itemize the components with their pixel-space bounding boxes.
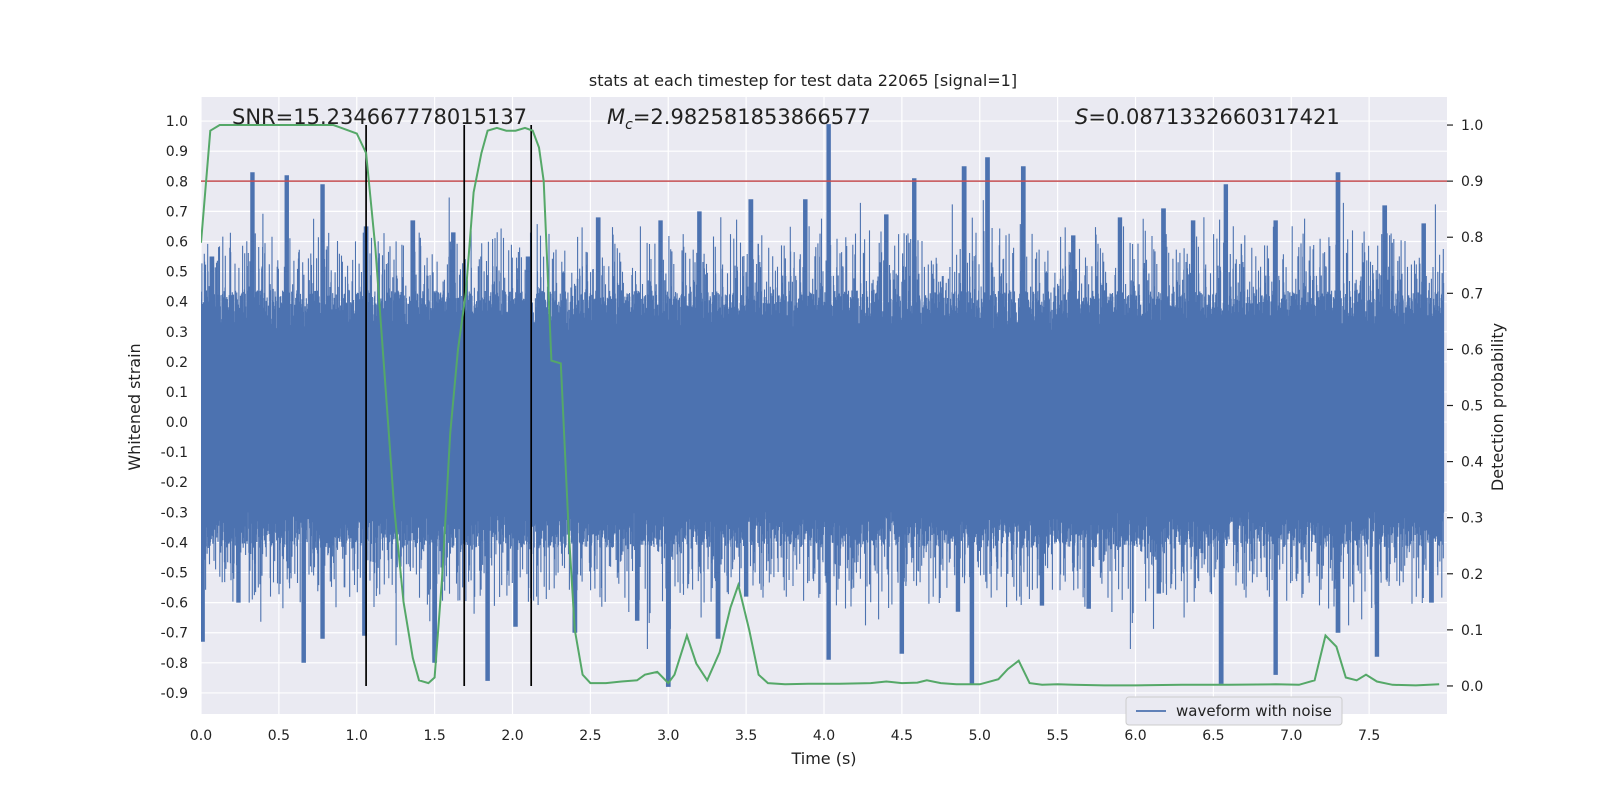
x-tick-label: 4.0 <box>813 728 835 744</box>
x-tick-label: 6.5 <box>1202 728 1224 744</box>
y2-tick-label: 0.8 <box>1461 230 1483 246</box>
x-tick-label: 1.0 <box>346 728 368 744</box>
x-tick-label: 1.5 <box>423 728 445 744</box>
y2-axis-label: Detection probability <box>1488 323 1507 491</box>
y-tick-label: 0.6 <box>166 234 188 250</box>
y-tick-label: 0.2 <box>166 355 188 371</box>
mc-annotation: Mc=2.982581853866577 <box>607 105 871 133</box>
legend-label: waveform with noise <box>1176 702 1332 720</box>
y-tick-label: -0.7 <box>161 626 188 642</box>
y-tick-label: -0.4 <box>161 535 188 551</box>
y2-tick-label: 1.0 <box>1461 118 1483 134</box>
chart-title: stats at each timestep for test data 220… <box>589 71 1017 90</box>
x-tick-label: 3.0 <box>657 728 679 744</box>
y2-tick-label: 0.1 <box>1461 623 1483 639</box>
mc-value: =2.982581853866577 <box>633 105 871 129</box>
plot-contents <box>201 124 1447 687</box>
x-tick-label: 0.5 <box>268 728 290 744</box>
s-symbol: S <box>1075 105 1088 129</box>
y-tick-label: 1.0 <box>166 114 188 130</box>
x-tick-label: 2.0 <box>501 728 523 744</box>
y-tick-label: 0.4 <box>166 295 188 311</box>
y-tick-label: 0.9 <box>166 144 188 160</box>
y-axis-left: 1.0 0.9 0.8 0.7 0.6 0.5 0.4 0.3 0.2 0.1 0.0 -0.1 -0.… <box>161 114 188 702</box>
mc-subscript: c <box>625 117 633 133</box>
y-tick-label: -0.1 <box>161 445 188 461</box>
y-axis-right: 1.0 0.9 0.8 0.7 0.6 0.5 0.4 0.3 0.2 0.1 0.0 <box>1447 118 1483 695</box>
y-axis-label: Whitened strain <box>125 343 144 470</box>
y2-tick-label: 0.7 <box>1461 286 1483 302</box>
legend-box <box>1125 696 1343 726</box>
y-tick-label: -0.6 <box>161 596 188 612</box>
y-tick-label: 0.0 <box>166 415 188 431</box>
x-tick-label: 5.5 <box>1046 728 1068 744</box>
y2-tick-label: 0.4 <box>1461 455 1483 471</box>
x-tick-label: 7.5 <box>1358 728 1380 744</box>
s-value: =0.0871332660317421 <box>1088 105 1339 129</box>
y2-tick-label: 0.5 <box>1461 399 1483 415</box>
x-tick-label: 6.0 <box>1124 728 1146 744</box>
y-tick-label: -0.8 <box>161 656 188 672</box>
y-tick-label: 0.8 <box>166 174 188 190</box>
x-axis-label: Time (s) <box>790 749 856 768</box>
series-detection-probability <box>201 124 1440 687</box>
y2-tick-label: 0.2 <box>1461 567 1483 583</box>
y2-tick-label: 0.9 <box>1461 174 1483 190</box>
x-tick-label: 0.0 <box>190 728 212 744</box>
x-tick-label: 5.0 <box>969 728 991 744</box>
x-tick-label: 7.0 <box>1280 728 1302 744</box>
y2-tick-label: 0.3 <box>1461 511 1483 527</box>
y-tick-label: 0.1 <box>166 385 188 401</box>
waveform-core-band <box>201 349 1444 513</box>
x-tick-label: 3.5 <box>735 728 757 744</box>
x-axis: 0.0 0.5 1.0 1.5 2.0 2.5 3.0 3.5 4.0 4.5 5.0 5.5 6.0 6… <box>190 728 1380 744</box>
y-tick-label: 0.3 <box>166 325 188 341</box>
y-tick-label: -0.9 <box>161 686 188 702</box>
legend: waveform with noise <box>1125 696 1343 726</box>
x-tick-label: 2.5 <box>579 728 601 744</box>
snr-annotation: SNR=15.234667778015137 <box>232 105 527 129</box>
y2-tick-label: 0.0 <box>1461 679 1483 695</box>
y-tick-label: -0.5 <box>161 566 188 582</box>
x-tick-label: 4.5 <box>891 728 913 744</box>
y-tick-label: -0.3 <box>161 505 188 521</box>
y-tick-label: 0.7 <box>166 204 188 220</box>
s-annotation: S=0.0871332660317421 <box>1075 105 1340 129</box>
y-tick-label: 0.5 <box>166 265 188 281</box>
mc-symbol: M <box>607 105 625 129</box>
y2-tick-label: 0.6 <box>1461 342 1483 358</box>
y-tick-label: -0.2 <box>161 475 188 491</box>
